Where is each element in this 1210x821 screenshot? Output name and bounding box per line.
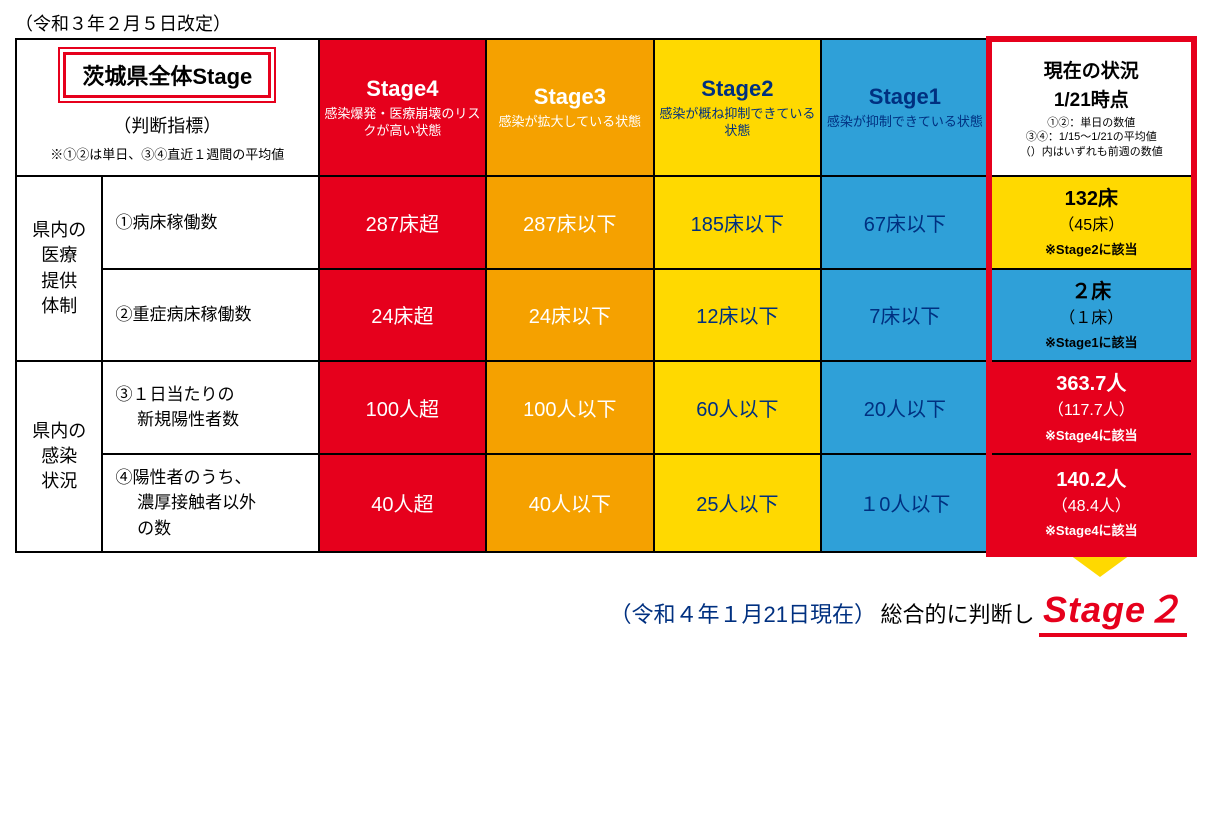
r2-s1: 7床以下 (821, 269, 989, 362)
current-header: 現在の状況 1/21時点 ①②：単日の数値 ③④：1/15～1/21の平均値 （… (989, 39, 1194, 176)
arrow-down-icon (1070, 555, 1130, 577)
arrow-container (1005, 555, 1195, 577)
revision-date: （令和３年２月５日改定） (15, 10, 1195, 36)
r3-s2: 60人以下 (654, 361, 822, 454)
stage2-name: Stage2 (659, 76, 817, 102)
r4-s2: 25人以下 (654, 454, 822, 553)
r1-current-prev: （45床） (994, 215, 1189, 237)
stage3-name: Stage3 (491, 84, 649, 110)
stage3-desc: 感染が拡大している状態 (491, 114, 649, 131)
table-wrapper: 茨城県全体Stage （判断指標） ※①②は単日、③④直近１週間の平均値 Sta… (15, 38, 1195, 553)
stage2-desc: 感染が概ね抑制できている状態 (659, 106, 817, 140)
footer-date: （令和４年１月21日現在） (610, 602, 876, 627)
r4-current-main: 140.2人 (994, 466, 1189, 494)
r3-current-note: ※Stage4に該当 (994, 427, 1189, 445)
r1-s2: 185床以下 (654, 176, 822, 269)
row3-label: ③１日当たりの 新規陽性者数 (102, 361, 318, 454)
current-note3: （）内はいずれも前週の数値 (994, 145, 1189, 159)
footer: （令和４年１月21日現在） 総合的に判断し Stage２ (15, 581, 1195, 637)
r2-current-note: ※Stage1に該当 (994, 334, 1189, 352)
current-notes: ①②：単日の数値 ③④：1/15～1/21の平均値 （）内はいずれも前週の数値 (994, 116, 1189, 159)
footer-stage: Stage２ (1039, 581, 1187, 637)
stage2-header: Stage2 感染が概ね抑制できている状態 (654, 39, 822, 176)
footer-text: 総合的に判断し (880, 602, 1034, 627)
r1-s4: 287床超 (319, 176, 487, 269)
r1-s1: 67床以下 (821, 176, 989, 269)
r1-s3: 287床以下 (486, 176, 654, 269)
header-note: ※①②は単日、③④直近１週間の平均値 (25, 144, 310, 163)
r2-s2: 12床以下 (654, 269, 822, 362)
r3-current-prev: （117.7人） (994, 400, 1189, 422)
r2-s4: 24床超 (319, 269, 487, 362)
stage1-name: Stage1 (826, 84, 984, 110)
r3-s1: 20人以下 (821, 361, 989, 454)
stage4-header: Stage4 感染爆発・医療崩壊のリスクが高い状態 (319, 39, 487, 176)
r3-current-main: 363.7人 (994, 370, 1189, 398)
r4-s3: 40人以下 (486, 454, 654, 553)
subtitle: （判断指標） (25, 112, 310, 138)
r3-s3: 100人以下 (486, 361, 654, 454)
r3-s4: 100人超 (319, 361, 487, 454)
current-sub: 1/21時点 (994, 85, 1189, 112)
r2-current-prev: （１床） (994, 308, 1189, 330)
header-main: 茨城県全体Stage （判断指標） ※①②は単日、③④直近１週間の平均値 (16, 39, 319, 176)
r4-s4: 40人超 (319, 454, 487, 553)
row2-label: ②重症病床稼働数 (102, 269, 318, 362)
r4-current-prev: （48.4人） (994, 496, 1189, 518)
row4-label: ④陽性者のうち、 濃厚接触者以外 の数 (102, 454, 318, 553)
stage3-header: Stage3 感染が拡大している状態 (486, 39, 654, 176)
r2-s3: 24床以下 (486, 269, 654, 362)
stage4-desc: 感染爆発・医療崩壊のリスクが高い状態 (324, 106, 482, 140)
r1-current-main: 132床 (994, 185, 1189, 213)
r4-current: 140.2人 （48.4人） ※Stage4に該当 (989, 454, 1194, 553)
r1-current: 132床 （45床） ※Stage2に該当 (989, 176, 1194, 269)
group2-header: 県内の感染状況 (16, 361, 102, 552)
title-box: 茨城県全体Stage (63, 52, 271, 98)
r4-current-note: ※Stage4に該当 (994, 522, 1189, 540)
r1-current-note: ※Stage2に該当 (994, 241, 1189, 259)
current-note2: ③④：1/15～1/21の平均値 (994, 130, 1189, 144)
current-title: 現在の状況 (994, 56, 1189, 83)
current-note1: ①②：単日の数値 (994, 116, 1189, 130)
r4-s1: １0人以下 (821, 454, 989, 553)
row1-label: ①病床稼働数 (102, 176, 318, 269)
r3-current: 363.7人 （117.7人） ※Stage4に該当 (989, 361, 1194, 454)
group1-header: 県内の医療提供体制 (16, 176, 102, 361)
r2-current: ２床 （１床） ※Stage1に該当 (989, 269, 1194, 362)
stage4-name: Stage4 (324, 76, 482, 102)
stage1-header: Stage1 感染が抑制できている状態 (821, 39, 989, 176)
stage1-desc: 感染が抑制できている状態 (826, 114, 984, 131)
stage-table: 茨城県全体Stage （判断指標） ※①②は単日、③④直近１週間の平均値 Sta… (15, 38, 1195, 553)
r2-current-main: ２床 (994, 278, 1189, 306)
